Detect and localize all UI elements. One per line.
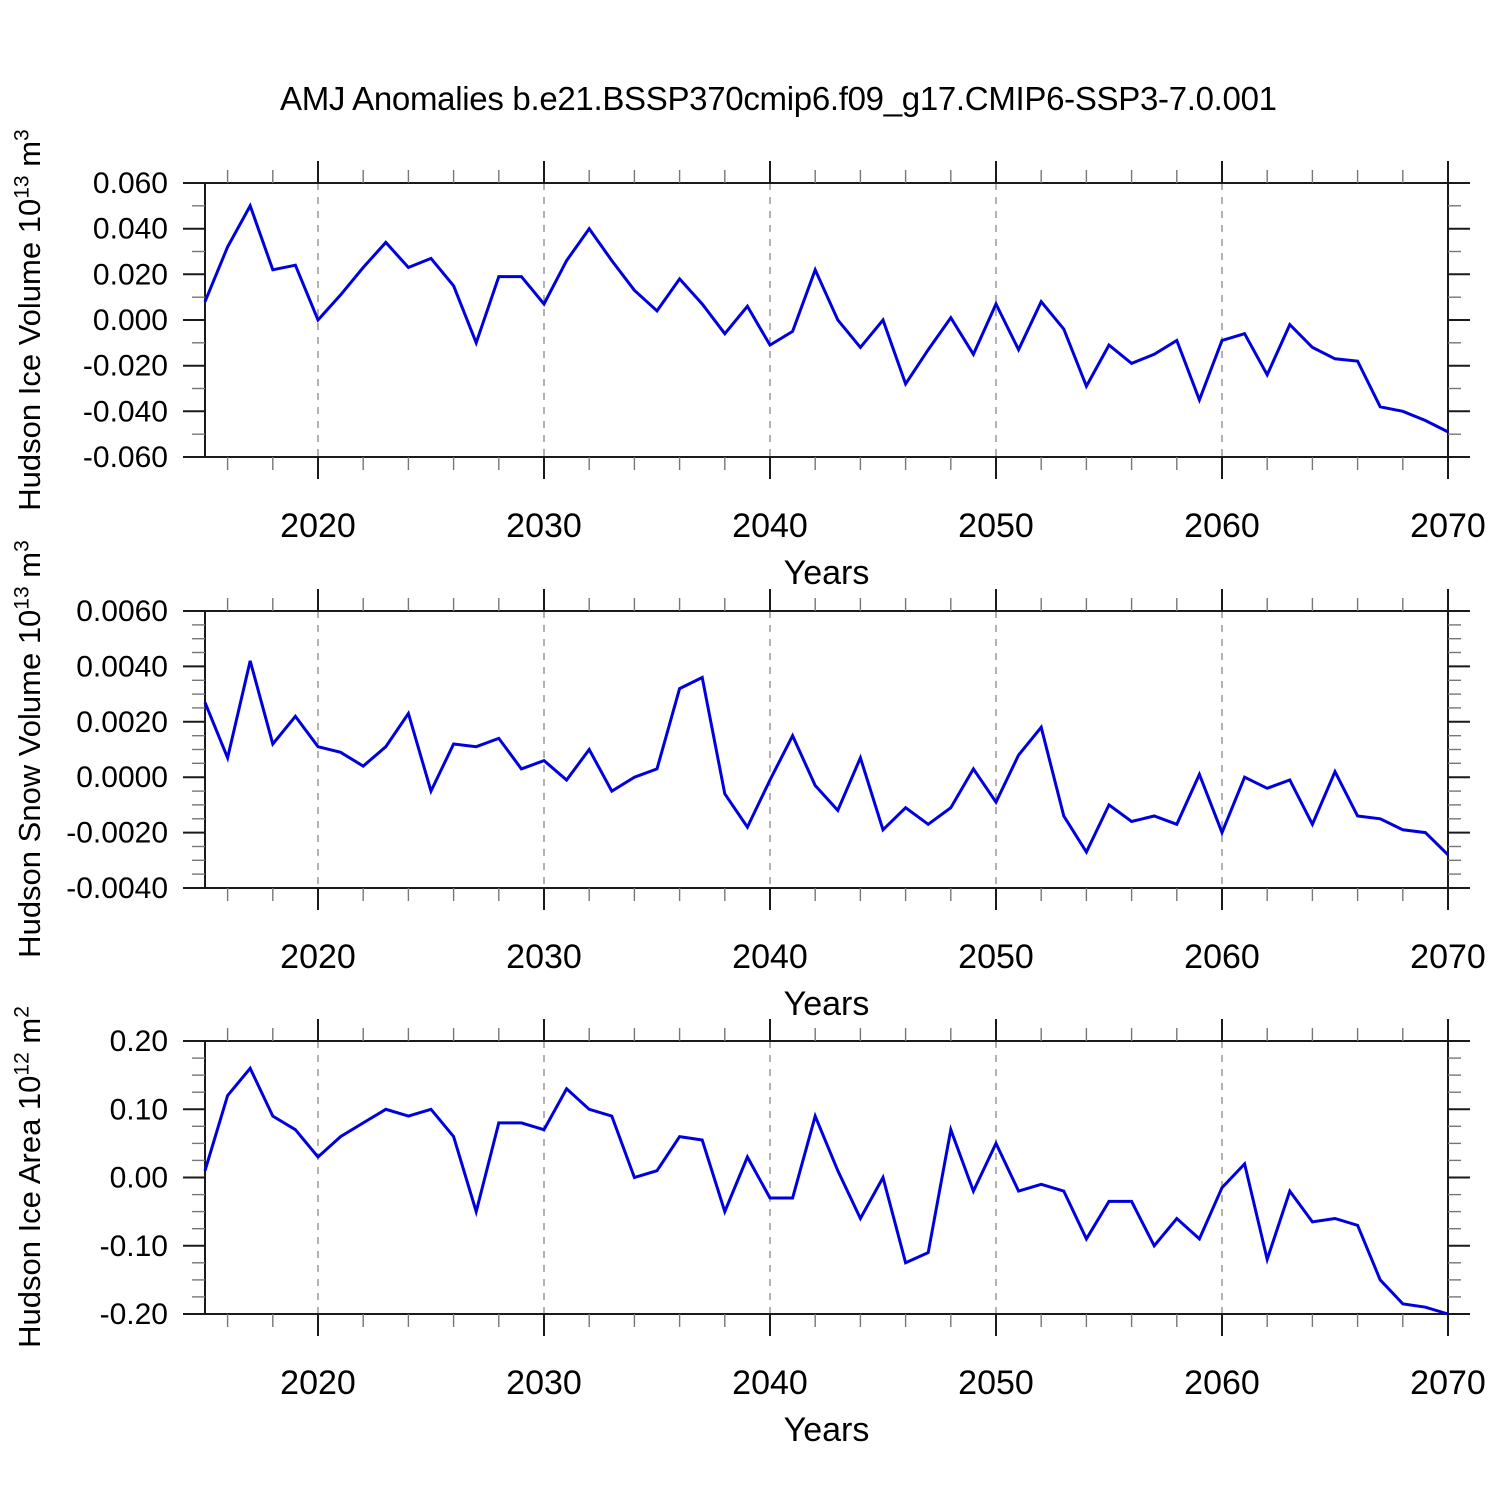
- y-tick-label: 0.0040: [76, 650, 168, 683]
- x-tick-label: 2070: [1410, 507, 1486, 545]
- y-label-unit-exponent: 3: [10, 540, 34, 552]
- x-tick-label: 2040: [732, 507, 808, 545]
- ice-area-y-axis-label: Hudson Ice Area 1012 m2: [6, 827, 54, 1500]
- y-tick-label: -0.020: [83, 350, 168, 383]
- x-tick-label: 2050: [958, 938, 1034, 976]
- y-tick-label: 0.040: [93, 213, 168, 246]
- y-tick-label: -0.060: [83, 441, 168, 474]
- y-tick-label: -0.0020: [66, 817, 168, 850]
- y-tick-label: 0.0060: [76, 595, 168, 628]
- ice-volume-chart: 2020 2030 2040 2050 2060 2070 0.060 0.040 0.020 0…: [83, 161, 1486, 545]
- x-tick-label: 2020: [280, 1364, 356, 1402]
- x-tick-label: 2070: [1410, 1364, 1486, 1402]
- y-label-unit: m: [12, 140, 47, 176]
- data-line: [203, 1065, 1449, 1316]
- x-tick-label: 2020: [280, 938, 356, 976]
- x-tick-label: 2050: [958, 507, 1034, 545]
- y-label-exponent: 12: [10, 1052, 34, 1076]
- x-tick-label: 2040: [732, 1364, 808, 1402]
- y-tick-label: -0.10: [100, 1230, 168, 1263]
- x-tick-label: 2060: [1184, 1364, 1260, 1402]
- x-tick-label: 2030: [506, 507, 582, 545]
- y-tick-label: 0.060: [93, 167, 168, 200]
- x-tick-label: 2050: [958, 1364, 1034, 1402]
- x-tick-label: 2060: [1184, 938, 1260, 976]
- snow-volume-chart: 2020 2030 2040 2050 2060 2070 0.0060 0.0040 0.00…: [66, 589, 1486, 976]
- y-tick-label: 0.0000: [76, 761, 168, 794]
- x-tick-label: 2020: [280, 507, 356, 545]
- y-label-exponent: 13: [10, 586, 34, 610]
- y-tick-label: 0.10: [110, 1093, 168, 1126]
- y-tick-label: 0.20: [110, 1025, 168, 1058]
- ice-volume-x-axis-label: Years: [783, 554, 870, 592]
- data-line: [203, 202, 1449, 434]
- x-tick-label: 2060: [1184, 507, 1260, 545]
- y-label-text: Hudson Ice Area 10: [12, 1075, 47, 1348]
- y-tick-label: -0.040: [83, 395, 168, 428]
- y-tick-label: -0.20: [100, 1298, 168, 1331]
- snow-volume-x-axis-label: Years: [783, 985, 870, 1023]
- x-tick-label: 2070: [1410, 938, 1486, 976]
- y-label-unit-exponent: 3: [10, 129, 34, 141]
- figure-title: AMJ Anomalies b.e21.BSSP370cmip6.f09_g17…: [280, 80, 1277, 117]
- y-label-exponent: 13: [10, 175, 34, 199]
- ice-area-chart: 2020 2030 2040 2050 2060 2070 0.20 0.10 0.00 -0.1…: [100, 1019, 1486, 1402]
- y-label-unit: m: [12, 551, 47, 587]
- y-label-unit: m: [12, 1017, 47, 1053]
- plot-border: [204, 610, 1449, 889]
- x-tick-label: 2030: [506, 1364, 582, 1402]
- ice-area-x-axis-label: Years: [783, 1411, 870, 1449]
- y-tick-label: 0.00: [110, 1162, 168, 1195]
- y-tick-label: -0.0040: [66, 872, 168, 905]
- y-tick-label: 0.0020: [76, 706, 168, 739]
- data-line: [203, 660, 1450, 856]
- plot-border: [204, 182, 1449, 458]
- y-tick-label: 0.000: [93, 304, 168, 337]
- x-tick-label: 2030: [506, 938, 582, 976]
- plot-border: [204, 1040, 1449, 1315]
- x-tick-label: 2040: [732, 938, 808, 976]
- y-label-unit-exponent: 2: [10, 1006, 34, 1018]
- y-tick-label: 0.020: [93, 258, 168, 291]
